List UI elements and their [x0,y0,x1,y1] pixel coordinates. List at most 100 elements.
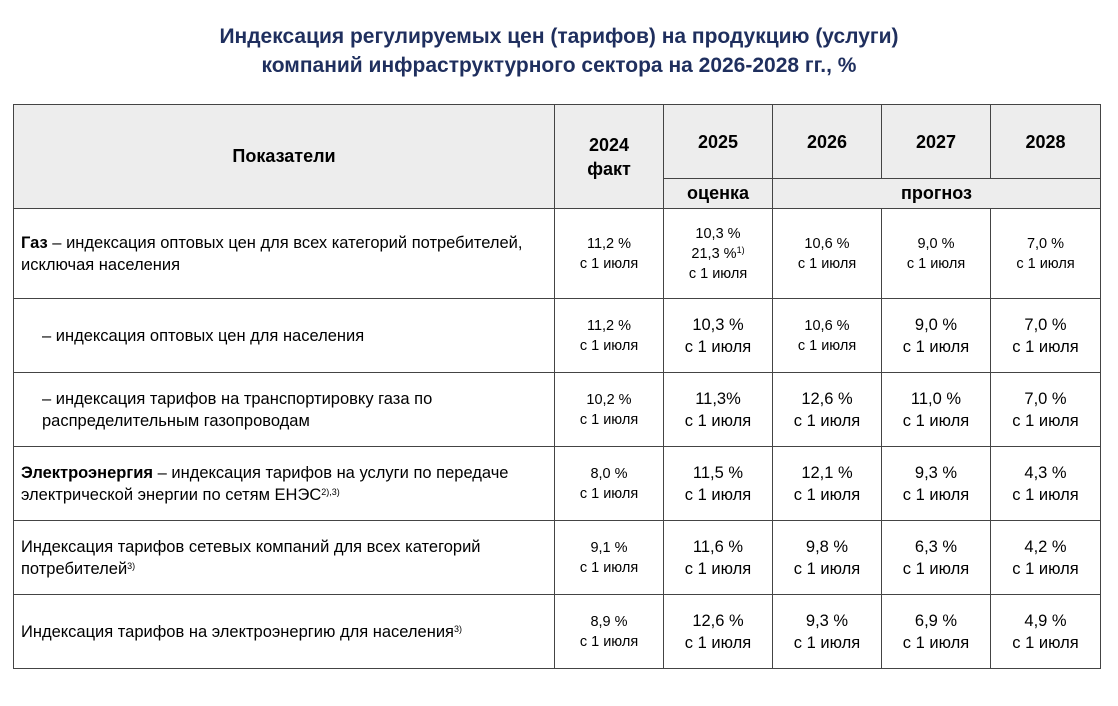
index-value: 4,2 % [1024,537,1067,556]
value-cell: 7,0 % с 1 июля [990,208,1101,299]
value-cell: 6,3 % с 1 июля [881,520,991,595]
footnote-marker: 2),3) [321,486,340,497]
value-cell: 11,0 % с 1 июля [881,372,991,447]
index-value: 9,3 % [805,611,849,630]
indicator-bold-label: Газ [21,233,48,252]
year-label: 2024 [588,134,630,155]
table-row: – индексация тарифов на транспортировку … [13,372,1101,447]
index-value: 10,3 % [695,225,741,242]
table-row: Индексация тарифов сетевых компаний для … [13,520,1101,595]
value-cell: 9,0 % с 1 июля [881,298,991,373]
indicator-cell: – индексация тарифов на транспортировку … [13,372,555,447]
index-value: 12,1 % [801,463,853,482]
index-value: 9,0 % [917,235,955,252]
index-value: 6,3 % [914,537,958,556]
index-value: 10,2 % [586,391,632,408]
effective-date: с 1 июля [1012,337,1079,356]
index-value: 11,2 % [586,235,632,252]
effective-date: с 1 июля [684,485,752,504]
index-value: 10,6 % [804,235,850,252]
effective-date: с 1 июля [793,559,861,578]
effective-date: с 1 июля [579,485,639,502]
index-value: 4,9 % [1024,611,1067,630]
index-value: 6,9 % [914,611,958,630]
value-cell: 10,3 % 21,3 %1) с 1 июля [663,208,773,299]
effective-date: с 1 июля [684,559,752,578]
value-cell: 11,6 % с 1 июля [663,520,773,595]
header-indicators: Показатели [13,104,555,209]
effective-date: с 1 июля [688,265,748,282]
effective-date: с 1 июля [902,337,970,356]
effective-date: с 1 июля [579,411,639,428]
indicator-cell: – индексация оптовых цен для населения [13,298,555,373]
table-row: Индексация тарифов на электроэнергию для… [13,594,1101,669]
value-cell: 7,0 % с 1 июля [990,372,1101,447]
effective-date: с 1 июля [1012,485,1079,504]
header-year-2028: 2028 [990,104,1101,179]
index-value: 21,3 %1) [691,244,745,262]
effective-date: с 1 июля [1012,411,1079,430]
index-value: 10,3 % [692,315,744,334]
index-value: 9,0 % [914,315,958,334]
value-cell: 4,2 % с 1 июля [990,520,1101,595]
title-line-1: Индексация регулируемых цен (тарифов) на… [219,25,899,48]
effective-date: с 1 июля [793,485,861,504]
footnote-marker: 3) [453,623,462,634]
effective-date: с 1 июля [684,411,752,430]
document-title: Индексация регулируемых цен (тарифов) на… [0,22,1118,80]
effective-date: с 1 июля [793,411,861,430]
value-cell: 12,1 % с 1 июля [772,446,882,521]
value-cell: 9,3 % с 1 июля [772,594,882,669]
index-value: 7,0 % [1026,235,1065,252]
indicator-text: – индексация оптовых цен для всех катего… [21,233,523,274]
indicator-text: – индексация тарифов на транспортировку … [42,389,433,430]
footnote-marker: 1) [736,244,745,255]
header-estimate: оценка [663,178,773,209]
value-cell: 9,8 % с 1 июля [772,520,882,595]
effective-date: с 1 июля [793,633,861,652]
year-note-fact: факт [587,158,631,179]
index-value: 11,0 % [910,389,962,408]
index-value: 7,0 % [1024,389,1067,408]
index-value: 12,6 % [692,611,744,630]
indicator-cell: Индексация тарифов на электроэнергию для… [13,594,555,669]
index-value: 11,3% [695,389,741,408]
value-cell: 4,3 % с 1 июля [990,446,1101,521]
index-value: 10,6 % [804,317,850,334]
value-cell: 4,9 % с 1 июля [990,594,1101,669]
header-year-2026: 2026 [772,104,882,179]
indicator-cell: Индексация тарифов сетевых компаний для … [13,520,555,595]
indicator-text: – индексация тарифов на услуги по переда… [21,463,509,504]
value-cell: 12,6 % с 1 июля [663,594,773,669]
effective-date: с 1 июля [579,255,639,272]
table-row: Электроэнергия – индексация тарифов на у… [13,446,1101,521]
value-cell: 10,3 % с 1 июля [663,298,773,373]
index-value: 11,5 % [692,463,744,482]
indicator-text: Индексация тарифов на электроэнергию для… [21,622,454,641]
index-value: 9,1 % [590,539,628,556]
index-value: 11,6 % [692,537,744,556]
effective-date: с 1 июля [1012,633,1079,652]
effective-date: с 1 июля [1012,559,1079,578]
effective-date: с 1 июля [1016,255,1075,272]
header-year-2027: 2027 [881,104,991,179]
header-year-2025: 2025 [663,104,773,179]
effective-date: с 1 июля [684,337,752,356]
value-cell: 10,6 % с 1 июля [772,208,882,299]
value-cell: 12,6 % с 1 июля [772,372,882,447]
indicator-text: – индексация оптовых цен для населения [42,326,365,345]
effective-date: с 1 июля [902,559,970,578]
value-cell: 10,6 % с 1 июля [772,298,882,373]
index-value: 8,0 % [590,465,628,482]
value-cell: 9,1 % с 1 июля [554,520,664,595]
table-row: Газ – индексация оптовых цен для всех ка… [13,208,1101,299]
value-cell: 6,9 % с 1 июля [881,594,991,669]
index-value: 7,0 % [1024,315,1067,334]
value-cell: 11,3% с 1 июля [663,372,773,447]
title-line-2: компаний инфраструктурного сектора на 20… [261,54,857,77]
value-cell: 9,3 % с 1 июля [881,446,991,521]
indicator-text: Индексация тарифов сетевых компаний для … [21,537,481,578]
footnote-marker: 3) [127,560,136,571]
effective-date: с 1 июля [902,633,970,652]
index-value: 9,3 % [914,463,958,482]
